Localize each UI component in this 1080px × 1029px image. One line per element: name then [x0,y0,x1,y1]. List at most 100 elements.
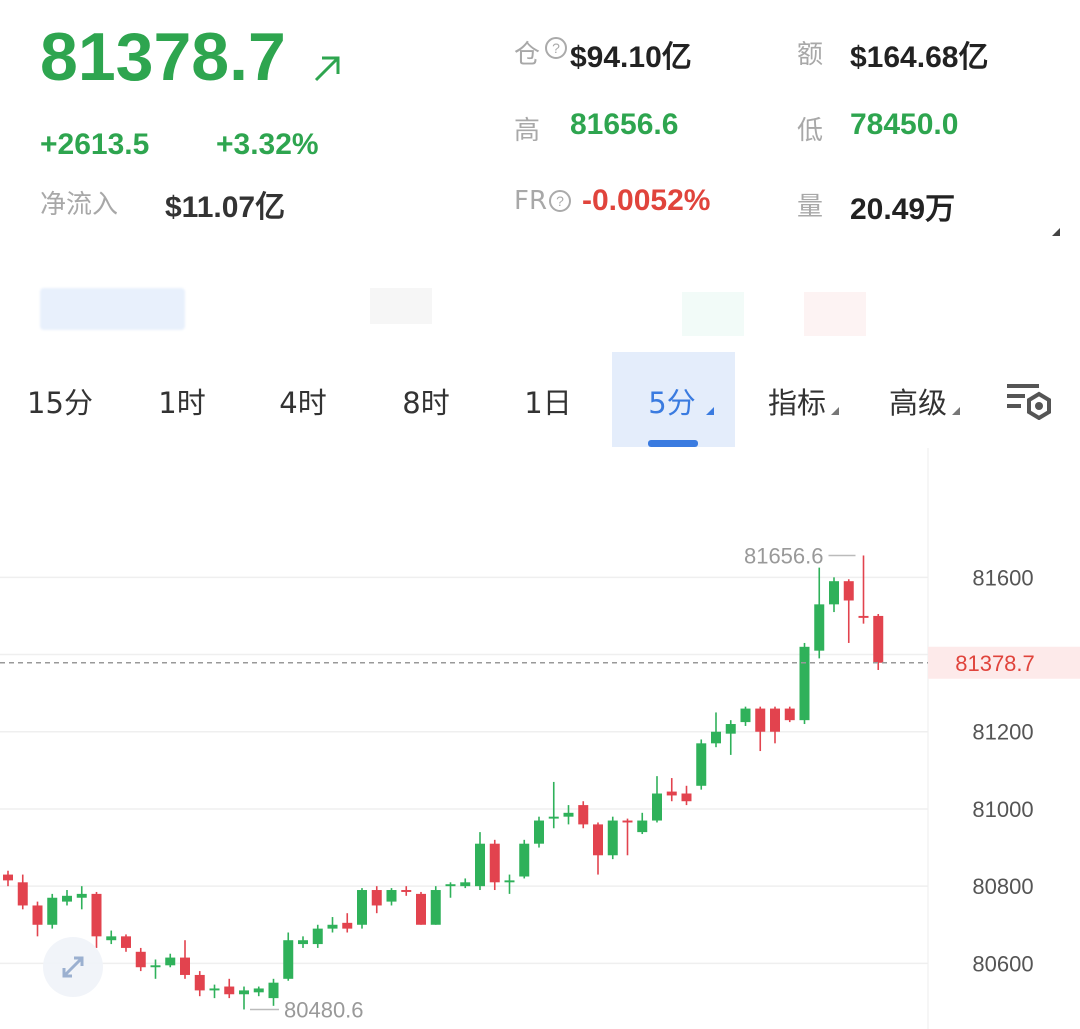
candle-body [401,890,412,892]
stat-value: $94.10亿 [570,41,692,74]
candle-body [814,604,825,651]
candle-body [253,988,264,993]
expand-button[interactable] [42,936,104,998]
candle-body [312,928,323,945]
svg-text:?: ? [552,40,560,56]
stat-value: -0.0052% [582,184,711,217]
candle-body [637,820,648,833]
candle-body [460,882,471,887]
stat-value: 78450.0 [850,108,959,141]
candle-body [607,820,618,856]
settings-icon[interactable] [1005,380,1053,420]
info-icon[interactable]: ? [544,36,568,60]
candle-body [121,936,131,948]
blurred-chip [40,288,185,330]
svg-text:?: ? [556,193,564,209]
candle-body [3,874,13,881]
candle-body [858,615,869,618]
candle-body [489,843,500,883]
candle-body [371,890,382,906]
y-tick-label: 81000 [972,797,1033,822]
up-arrow [314,56,340,82]
candle-body [725,724,736,734]
blurred-chip [682,292,744,336]
low-label: 80480.6 [284,997,364,1022]
active-tab-bg [612,352,735,447]
stat-label: FR [514,186,548,216]
candle-body [47,897,58,925]
candle-body [342,922,353,929]
candle-body [829,581,839,605]
candle-body [519,843,530,877]
stat-value: $164.68亿 [850,41,989,74]
candle-body [165,957,176,966]
candle-body [239,990,249,995]
y-tick-label: 81200 [972,720,1033,745]
tab[interactable]: 15分 [27,386,93,420]
candle-body [784,708,795,721]
candle-body [504,880,515,883]
tab[interactable]: 4时 [279,386,327,420]
net-inflow: $11.07亿 [165,191,286,224]
candle-body [150,965,161,968]
candle-body [298,940,308,945]
change-pct: +3.32% [216,128,319,161]
candle-body [194,974,205,991]
candle-body [593,824,603,856]
candle-body [799,646,810,721]
candle-body [386,890,397,902]
blurred-chip [804,292,866,336]
tab[interactable]: 高级 [888,386,947,420]
tab-dropdown-marker [706,407,714,415]
candle-body [268,982,279,999]
candle-body [180,957,190,975]
stat-label: 低 [797,116,824,146]
y-tick-label: 80600 [972,951,1033,976]
candle-body [622,820,633,823]
candle-body [106,936,117,941]
candle-body [711,731,721,744]
tab-dropdown-marker [831,407,839,415]
chart: 80600808008100081200814008160081656.6804… [0,448,1080,1029]
price: 81378.7 [40,19,286,95]
stat-label: 量 [797,192,824,222]
stat-label: 高 [514,116,541,146]
candle-body [91,893,102,937]
candle-body [62,895,72,902]
active-tab-underline [648,440,698,447]
candle-body [76,893,87,898]
tab[interactable]: 1时 [158,386,206,420]
candle-body [563,812,574,817]
stat-label: 仓 [514,40,541,70]
candle-body [32,905,43,925]
candle-body [17,882,28,906]
candle-body [475,843,485,887]
y-tick-label: 80800 [972,874,1033,899]
stat-value: 20.49万 [850,193,956,226]
tab[interactable]: 8时 [402,386,450,420]
current-price-label: 81378.7 [955,651,1035,676]
candle-body [135,951,146,968]
candle-body [681,793,692,802]
candle-body [209,988,220,991]
candle-body [534,820,544,844]
candle-body [666,791,677,796]
candle-body [755,708,766,732]
candle-body [416,893,426,925]
stat-label: 额 [797,40,824,70]
info-icon[interactable]: ? [548,189,572,213]
candle-body [652,793,662,821]
net-inflow-label: 净流入 [40,190,119,220]
tab[interactable]: 5分 [648,386,696,420]
candle-body [430,890,441,925]
tab[interactable]: 指标 [767,386,826,420]
candle-body [578,805,589,825]
tab[interactable]: 1日 [524,386,572,420]
tab-dropdown-marker [952,407,960,415]
candle-body [283,940,294,979]
candle-body [548,816,559,819]
y-tick-label: 81600 [972,565,1033,590]
candle-body [357,890,367,925]
blurred-chip [370,288,432,324]
